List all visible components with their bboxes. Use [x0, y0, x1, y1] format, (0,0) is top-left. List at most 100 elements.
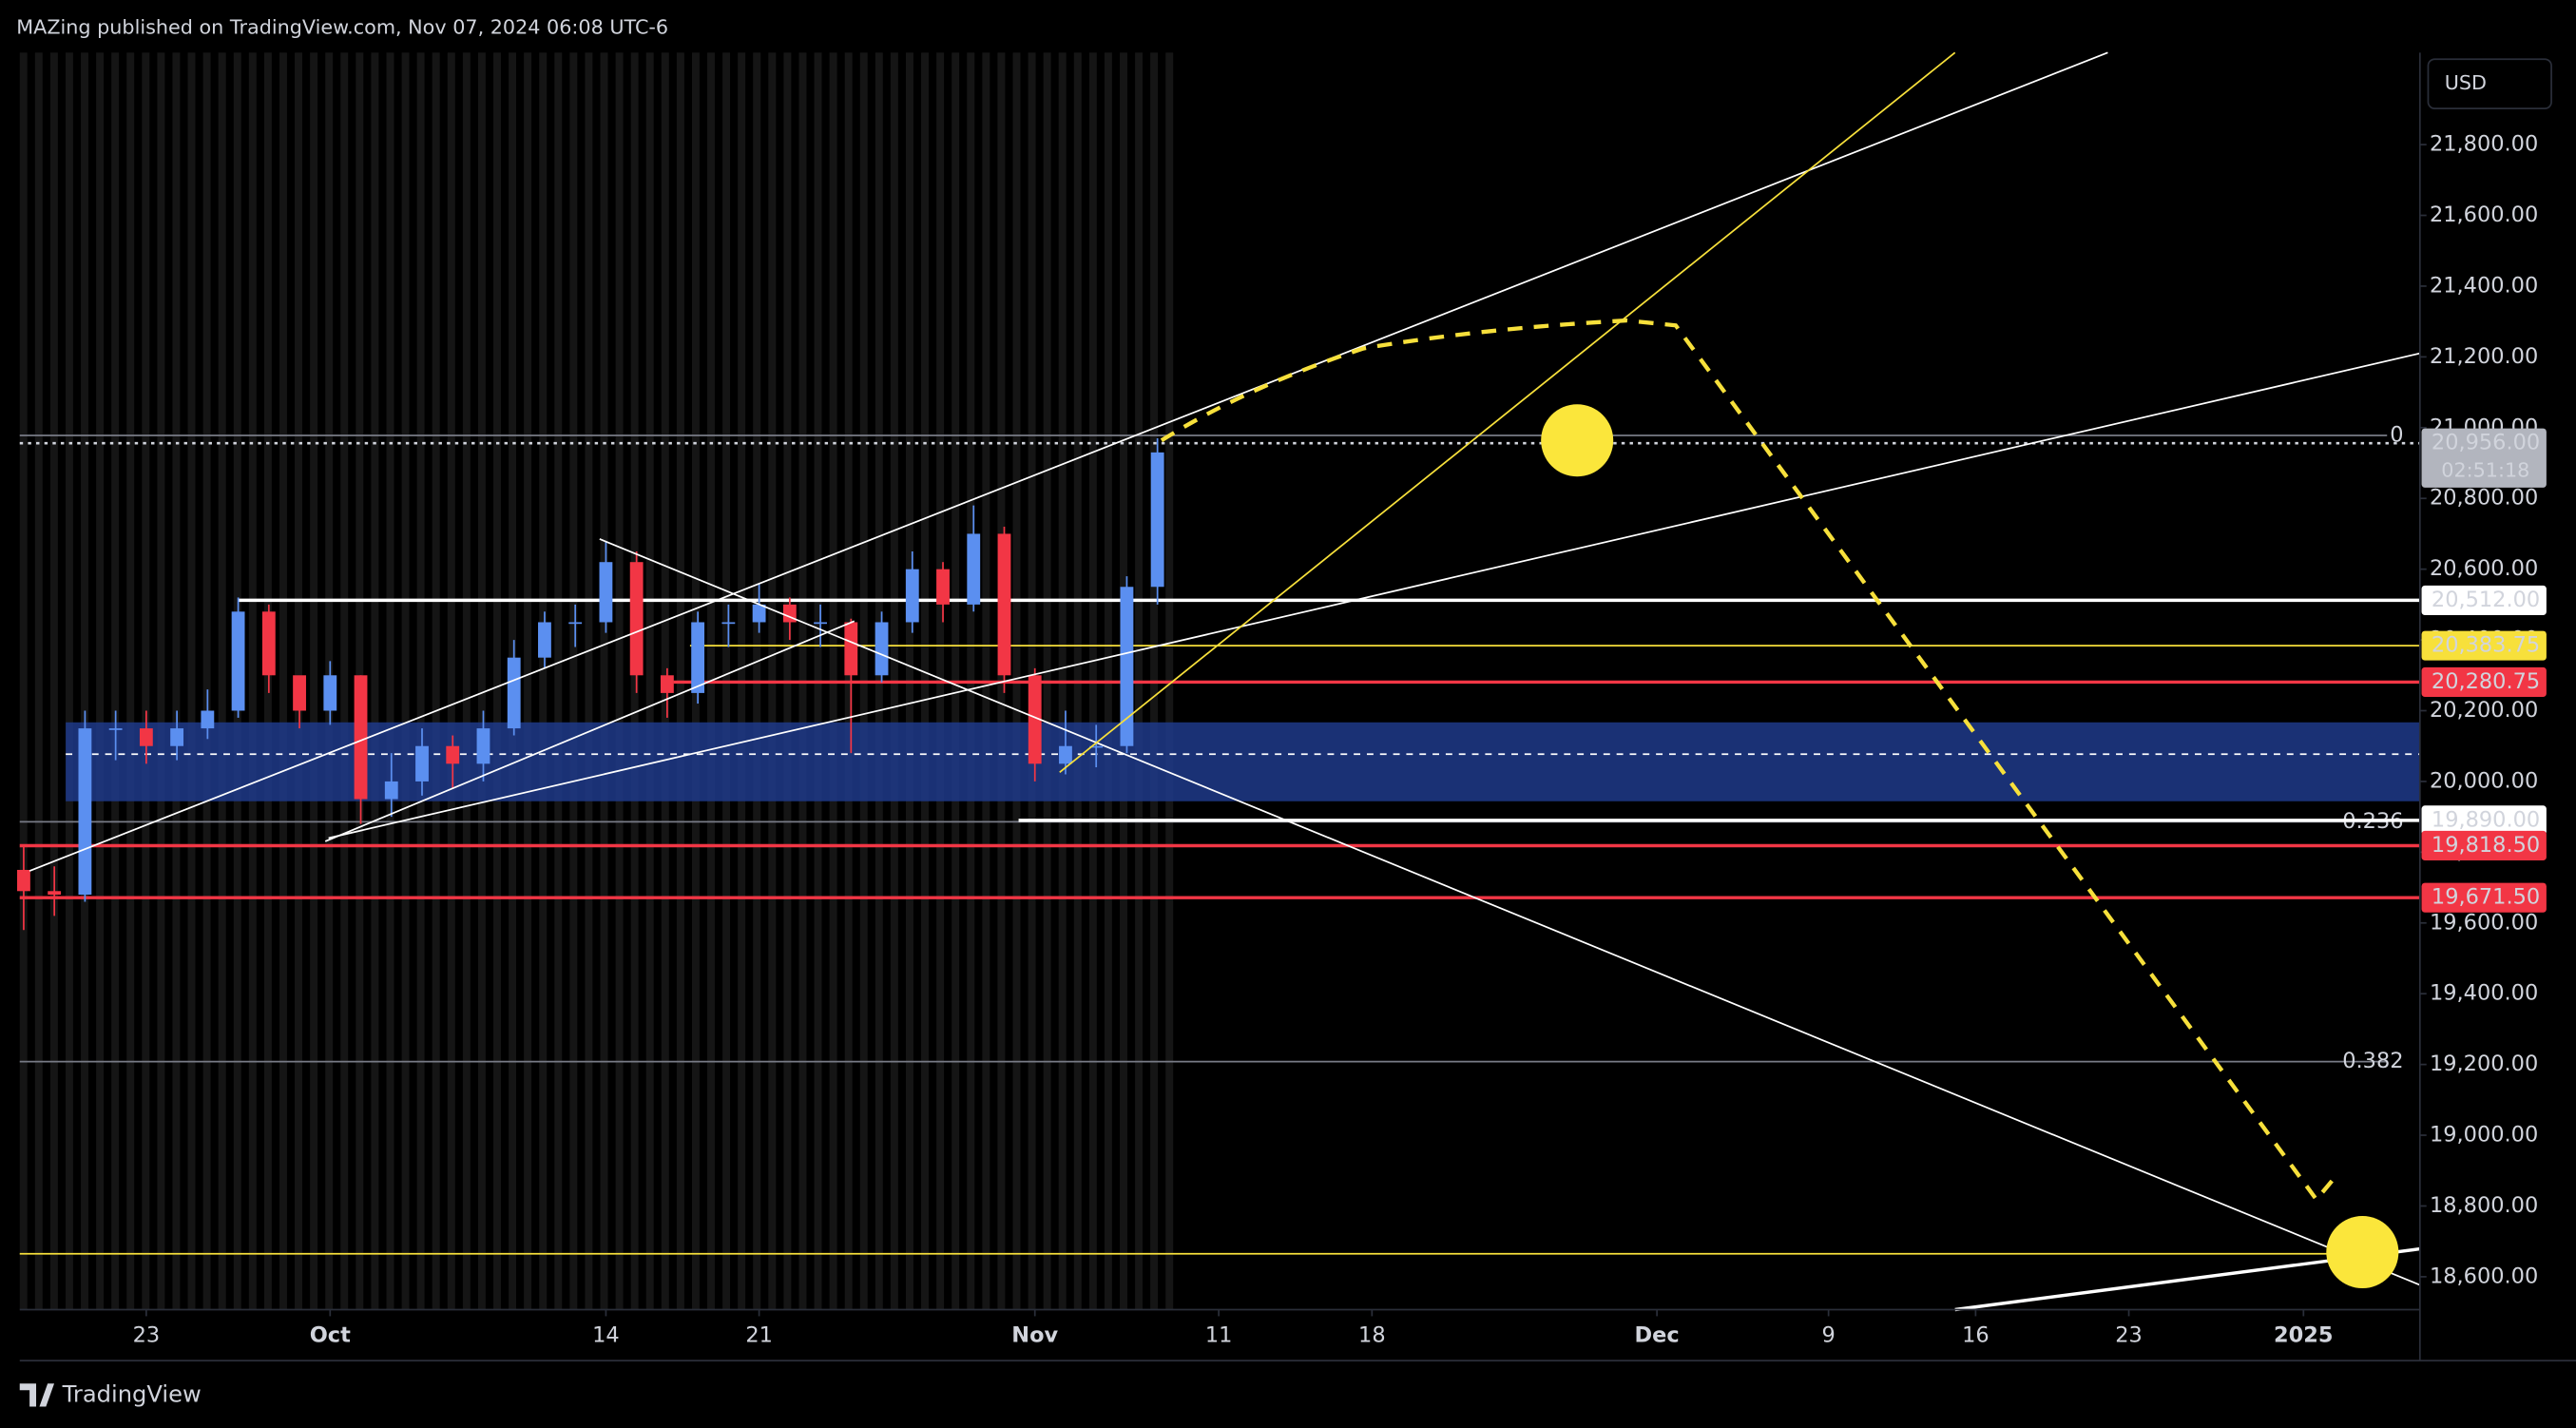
- candle-body: [1059, 745, 1072, 764]
- x-tick-label: Dec: [1635, 1323, 1680, 1348]
- candle-body: [78, 728, 92, 896]
- x-tick-label: 9: [1822, 1323, 1836, 1348]
- candle-body: [1120, 587, 1134, 746]
- y-tick-label: 19,200.00: [2430, 1052, 2538, 1076]
- price-label: 19,890.00: [2432, 807, 2540, 832]
- stripe: [34, 52, 43, 1310]
- candle-body: [323, 675, 337, 711]
- y-tick-label: 21,400.00: [2430, 273, 2538, 298]
- x-tick-label: 21: [745, 1323, 773, 1348]
- stripe: [187, 52, 196, 1310]
- price-label-box: [2421, 882, 2547, 913]
- stripe: [340, 52, 349, 1310]
- y-tick-label: 18,800.00: [2430, 1193, 2538, 1218]
- y-tick-label: 20,200.00: [2430, 698, 2538, 723]
- candle-body: [814, 622, 827, 625]
- candle-body: [1150, 452, 1164, 588]
- stripe: [630, 52, 639, 1310]
- price-label: 20,512.00: [2432, 588, 2540, 612]
- candle-body: [261, 611, 276, 676]
- countdown: 02:51:18: [2441, 459, 2529, 482]
- price-label-box: [2421, 830, 2547, 861]
- candle-body: [905, 569, 919, 623]
- stripe: [432, 52, 440, 1310]
- y-tick-label: 21,200.00: [2430, 344, 2538, 369]
- price-label-box: [2421, 805, 2547, 836]
- stripe: [65, 52, 73, 1310]
- x-tick-label: 23: [133, 1323, 161, 1348]
- marker-circle: [1541, 404, 1614, 477]
- stripe: [477, 52, 486, 1310]
- trend-line: [599, 538, 2421, 1286]
- candle-body: [660, 675, 674, 693]
- stripe: [462, 52, 471, 1310]
- x-tick-label: 14: [592, 1323, 620, 1348]
- drawings: [29, 51, 2421, 1312]
- candle-body: [1028, 675, 1042, 764]
- price-axis: [2419, 52, 2576, 1362]
- price-label: 20,280.75: [2432, 669, 2540, 694]
- x-tick-label: 23: [2115, 1323, 2143, 1348]
- stripe: [218, 52, 226, 1310]
- candle-body: [1089, 745, 1104, 748]
- candle-body: [293, 675, 306, 711]
- stripe: [263, 52, 272, 1310]
- candle-body: [231, 611, 245, 711]
- x-tick-label: 16: [1962, 1323, 1990, 1348]
- price-label: 19,818.50: [2432, 833, 2540, 858]
- y-tick-label: 20,600.00: [2430, 556, 2538, 581]
- currency: USD: [2445, 71, 2487, 94]
- brand-logo: TradingView: [19, 1380, 202, 1407]
- y-tick-label: 19,000.00: [2430, 1123, 2538, 1148]
- candle-body: [967, 533, 981, 605]
- candles: [17, 437, 1164, 931]
- price-label: 20,383.75: [2432, 633, 2540, 658]
- logo-icon: [19, 1383, 55, 1407]
- trend-line: [1059, 51, 1956, 774]
- stripe: [447, 52, 455, 1310]
- y-tick-label: 19,600.00: [2430, 910, 2538, 935]
- y-tick-label: 21,600.00: [2430, 203, 2538, 227]
- candle-body: [568, 622, 583, 625]
- currency-box: [2427, 58, 2552, 109]
- price-label-box: [2421, 630, 2547, 661]
- stripe: [600, 52, 608, 1310]
- candle-body: [629, 562, 644, 676]
- trend-line: [328, 352, 2421, 839]
- stripe: [493, 52, 501, 1310]
- fib-label: 0: [2390, 422, 2403, 447]
- stripe: [524, 52, 532, 1310]
- candle-body: [48, 891, 62, 896]
- stripe: [81, 52, 88, 1310]
- candle-body: [538, 622, 551, 658]
- y-tick-label: 20,000.00: [2430, 768, 2538, 793]
- stripe: [554, 52, 563, 1310]
- price-label-box: [2421, 666, 2547, 698]
- x-tick-label: Oct: [310, 1323, 351, 1348]
- candle-body: [170, 728, 184, 746]
- stripe: [371, 52, 379, 1310]
- x-tick-label: 18: [1358, 1323, 1386, 1348]
- candle-body: [446, 745, 460, 764]
- candle-body: [415, 745, 429, 782]
- stripe: [310, 52, 318, 1310]
- candle-body: [108, 728, 123, 730]
- stripe: [401, 52, 410, 1310]
- x-tick-label: 11: [1205, 1323, 1233, 1348]
- price-label: 19,671.50: [2432, 885, 2540, 910]
- candle-body: [875, 622, 889, 676]
- stripe: [248, 52, 257, 1310]
- candle-body: [936, 569, 950, 605]
- stripe: [569, 52, 578, 1310]
- stripe: [645, 52, 654, 1310]
- brand: TradingView: [62, 1380, 202, 1407]
- stripe: [142, 52, 150, 1310]
- price-label-box: [2421, 585, 2547, 615]
- y-tick-label: 21,800.00: [2430, 132, 2538, 157]
- stripe: [202, 52, 211, 1310]
- stripe: [49, 52, 58, 1310]
- stripe: [539, 52, 548, 1310]
